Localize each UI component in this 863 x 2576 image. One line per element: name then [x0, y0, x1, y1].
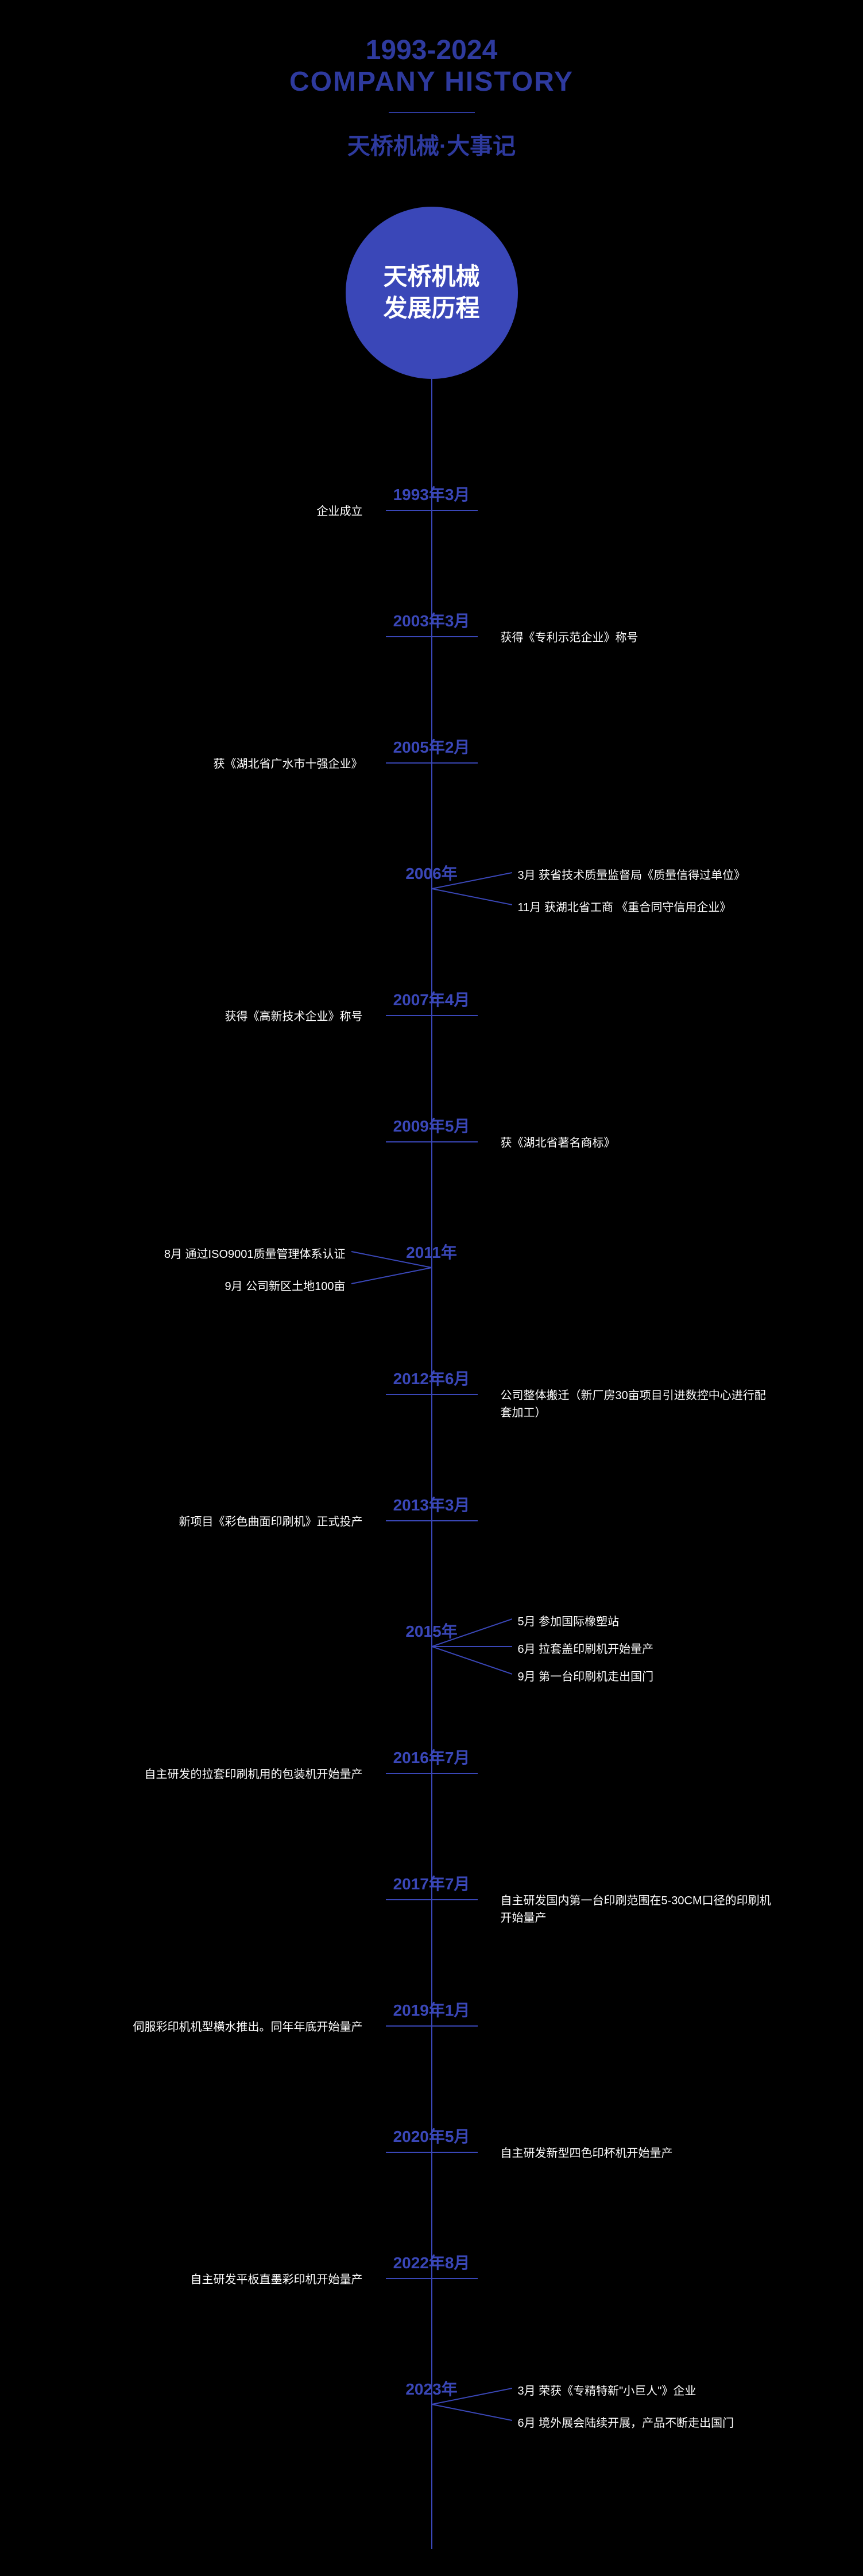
event-date: 2022年8月 [393, 2250, 470, 2273]
event-date: 2017年7月 [393, 1872, 470, 1895]
branch-label: 5月 参加国际橡塑站 [518, 1612, 620, 1629]
header-divider [389, 112, 475, 113]
event-description: 获得《高新技术企业》称号 [87, 1008, 363, 1025]
event-date: 2016年7月 [393, 1745, 470, 1768]
branch-connector [432, 1613, 512, 1680]
branch-label: 3月 获省技术质量监督局《质量信得过单位》 [518, 866, 746, 882]
timeline-container: 天桥机械 发展历程 1993年3月企业成立2003年3月获得《专利示范企业》称号… [59, 207, 805, 2503]
timeline-event: 2022年8月自主研发平板直墨彩印机开始量产 [59, 2250, 805, 2377]
timeline-event: 2012年6月公司整体搬迁（新厂房30亩项目引进数控中心进行配套加工） [59, 1366, 805, 1493]
event-date: 2009年5月 [393, 1114, 470, 1137]
header-title-zh: 天桥机械·大事记 [0, 127, 863, 161]
bubble-line1: 天桥机械 [383, 263, 479, 290]
event-tick [386, 1773, 478, 1774]
intro-bubble: 天桥机械 发展历程 [346, 207, 518, 379]
branch-label: 8月 通过ISO9001质量管理体系认证 [164, 1245, 346, 1261]
event-tick [386, 1899, 478, 1900]
event-tick [386, 2152, 478, 2153]
event-tick [386, 1520, 478, 1521]
event-date: 2020年5月 [393, 2124, 470, 2147]
event-tick [386, 2025, 478, 2027]
event-date: 2005年2月 [393, 735, 470, 758]
event-description: 获《湖北省著名商标》 [501, 1134, 776, 1152]
event-description: 自主研发新型四色印杯机开始量产 [501, 2145, 776, 2162]
timeline-event: 2020年5月自主研发新型四色印杯机开始量产 [59, 2124, 805, 2250]
event-description: 自主研发的拉套印刷机用的包装机开始量产 [87, 1766, 363, 1783]
event-tick [386, 1141, 478, 1142]
branch-connector [351, 1246, 432, 1289]
event-tick [386, 1015, 478, 1016]
event-date: 1993年3月 [393, 482, 470, 505]
timeline-event: 2016年7月自主研发的拉套印刷机用的包装机开始量产 [59, 1745, 805, 1872]
branch-label: 6月 拉套盖印刷机开始量产 [518, 1640, 654, 1656]
branch-connector [432, 2383, 512, 2426]
timeline-event: 2009年5月获《湖北省著名商标》 [59, 1114, 805, 1240]
event-tick [386, 2278, 478, 2279]
event-tick [386, 510, 478, 511]
event-date: 2007年4月 [393, 987, 470, 1010]
timeline-event: 2007年4月获得《高新技术企业》称号 [59, 987, 805, 1114]
branch-label: 6月 境外展会陆续开展，产品不断走出国门 [518, 2414, 734, 2430]
timeline-event: 2003年3月获得《专利示范企业》称号 [59, 609, 805, 735]
timeline-event: 2017年7月自主研发国内第一台印刷范围在5-30CM口径的印刷机开始量产 [59, 1872, 805, 1998]
timeline-event: 1993年3月企业成立 [59, 482, 805, 609]
event-description: 企业成立 [87, 503, 363, 520]
timeline-event: 2006年3月 获省技术质量监督局《质量信得过单位》11月 获湖北省工商 《重合… [59, 861, 805, 987]
event-description: 获《湖北省广水市十强企业》 [87, 756, 363, 773]
header-title-en: COMPANY HISTORY [0, 66, 863, 98]
timeline-event: 2023年3月 荣获《专精特新"小巨人"》企业6月 境外展会陆续开展，产品不断走… [59, 2377, 805, 2503]
timeline-event: 2015年5月 参加国际橡塑站6月 拉套盖印刷机开始量产9月 第一台印刷机走出国… [59, 1619, 805, 1745]
event-date: 2019年1月 [393, 1998, 470, 2021]
event-description: 伺服彩印机机型横水推出。同年年底开始量产 [87, 2019, 363, 2036]
branch-label: 11月 获湖北省工商 《重合同守信用企业》 [518, 898, 732, 915]
header-year-range: 1993-2024 [0, 34, 863, 66]
branch-connector [432, 867, 512, 911]
timeline-event: 2011年8月 通过ISO9001质量管理体系认证9月 公司新区土地100亩 [59, 1240, 805, 1366]
event-description: 公司整体搬迁（新厂房30亩项目引进数控中心进行配套加工） [501, 1387, 776, 1421]
bubble-line2: 发展历程 [383, 295, 479, 321]
event-description: 自主研发平板直墨彩印机开始量产 [87, 2271, 363, 2288]
event-date: 2003年3月 [393, 609, 470, 632]
branch-label: 9月 公司新区土地100亩 [225, 1277, 345, 1293]
event-description: 新项目《彩色曲面印刷机》正式投产 [87, 1513, 363, 1531]
event-date: 2013年3月 [393, 1493, 470, 1516]
event-description: 自主研发国内第一台印刷范围在5-30CM口径的印刷机开始量产 [501, 1892, 776, 1927]
event-tick [386, 1394, 478, 1395]
branch-label: 3月 荣获《专精特新"小巨人"》企业 [518, 2381, 696, 2398]
branch-label: 9月 第一台印刷机走出国门 [518, 1667, 654, 1684]
event-tick [386, 762, 478, 764]
page-header: 1993-2024 COMPANY HISTORY 天桥机械·大事记 [0, 34, 863, 161]
timeline-event: 2019年1月伺服彩印机机型横水推出。同年年底开始量产 [59, 1998, 805, 2124]
timeline-event: 2005年2月获《湖北省广水市十强企业》 [59, 735, 805, 861]
events-wrapper: 1993年3月企业成立2003年3月获得《专利示范企业》称号2005年2月获《湖… [59, 482, 805, 2503]
event-tick [386, 636, 478, 637]
event-description: 获得《专利示范企业》称号 [501, 629, 776, 646]
event-date: 2012年6月 [393, 1366, 470, 1389]
timeline-event: 2013年3月新项目《彩色曲面印刷机》正式投产 [59, 1493, 805, 1619]
